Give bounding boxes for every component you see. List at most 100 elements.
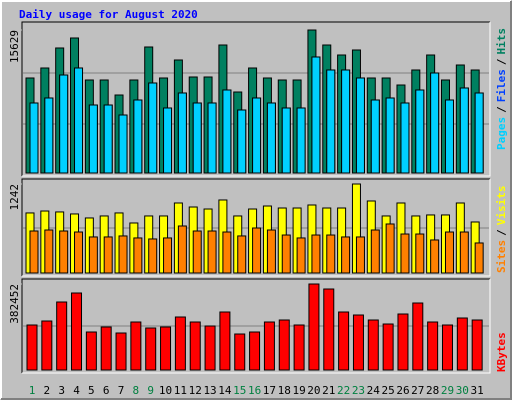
legend-entry: Pages bbox=[495, 117, 508, 150]
bar bbox=[444, 231, 454, 274]
x-tick-label: 19 bbox=[292, 384, 305, 397]
bar bbox=[370, 229, 380, 274]
bar bbox=[427, 321, 439, 371]
bar bbox=[207, 230, 217, 274]
bar bbox=[74, 67, 84, 174]
bar bbox=[430, 72, 440, 174]
bar bbox=[382, 323, 394, 371]
bar bbox=[59, 74, 69, 174]
bar bbox=[308, 283, 320, 371]
bar bbox=[430, 239, 440, 274]
legend-separator: / bbox=[495, 106, 508, 113]
bar bbox=[44, 229, 54, 274]
x-tick-label: 15 bbox=[233, 384, 246, 397]
bar bbox=[237, 109, 247, 174]
bar bbox=[400, 233, 410, 274]
bar bbox=[471, 319, 483, 371]
x-tick-label: 23 bbox=[352, 384, 365, 397]
x-tick-label: 8 bbox=[133, 384, 140, 397]
bar bbox=[326, 69, 336, 174]
bar bbox=[326, 234, 336, 274]
x-tick-label: 18 bbox=[278, 384, 291, 397]
bar bbox=[311, 56, 321, 174]
y-tick-label: 1242 bbox=[8, 184, 21, 211]
legend-entry: KBytes bbox=[495, 332, 508, 372]
bar bbox=[311, 234, 321, 274]
bar bbox=[88, 236, 98, 274]
bar bbox=[263, 321, 275, 371]
x-tick-label: 26 bbox=[396, 384, 409, 397]
bar bbox=[252, 227, 262, 274]
bar bbox=[189, 321, 201, 371]
bar bbox=[192, 102, 202, 174]
x-tick-label: 24 bbox=[367, 384, 381, 397]
bar bbox=[296, 107, 306, 174]
bar bbox=[441, 324, 453, 371]
x-tick-label: 22 bbox=[337, 384, 350, 397]
bar bbox=[222, 89, 232, 174]
bar bbox=[133, 237, 143, 274]
bar bbox=[323, 288, 335, 371]
bar bbox=[118, 114, 128, 174]
bar bbox=[44, 97, 54, 174]
bar bbox=[367, 319, 379, 371]
y-tick-label: 382452 bbox=[8, 284, 21, 324]
bar bbox=[355, 77, 365, 174]
legend: KBytes bbox=[495, 332, 508, 372]
bar bbox=[234, 333, 246, 371]
bar bbox=[160, 326, 172, 371]
legend-separator: / bbox=[495, 229, 508, 236]
bar bbox=[352, 314, 364, 371]
bar bbox=[266, 229, 276, 274]
bar bbox=[293, 324, 305, 371]
bar bbox=[100, 326, 112, 371]
bar bbox=[341, 236, 351, 274]
x-tick-label: 16 bbox=[248, 384, 261, 397]
panel-bevel bbox=[21, 178, 490, 276]
panel-bevel bbox=[22, 179, 491, 277]
x-tick-label: 10 bbox=[159, 384, 172, 397]
legend: Pages / Files / Hits bbox=[495, 28, 508, 150]
x-tick-label: 6 bbox=[103, 384, 110, 397]
bar bbox=[459, 231, 469, 274]
x-tick-label: 4 bbox=[73, 384, 80, 397]
bar bbox=[355, 236, 365, 274]
bar bbox=[385, 223, 395, 274]
x-tick-label: 13 bbox=[203, 384, 216, 397]
bar bbox=[74, 231, 84, 274]
x-tick-label: 31 bbox=[471, 384, 484, 397]
bar bbox=[145, 327, 157, 371]
x-tick-label: 14 bbox=[218, 384, 232, 397]
panel-bevel bbox=[21, 21, 490, 176]
x-tick-label: 3 bbox=[58, 384, 65, 397]
bar bbox=[219, 311, 231, 371]
bar bbox=[400, 102, 410, 174]
legend-entry: Files bbox=[495, 69, 508, 102]
bar bbox=[249, 331, 261, 371]
x-tick-label: 9 bbox=[147, 384, 154, 397]
x-tick-label: 29 bbox=[441, 384, 454, 397]
bar bbox=[177, 92, 187, 174]
bar bbox=[444, 99, 454, 174]
bar bbox=[456, 317, 468, 371]
bar bbox=[71, 292, 83, 371]
bar bbox=[341, 69, 351, 174]
bar bbox=[163, 107, 173, 174]
bar bbox=[59, 230, 69, 274]
bar bbox=[88, 104, 98, 174]
bar bbox=[296, 237, 306, 274]
x-tick-label: 12 bbox=[189, 384, 202, 397]
bar bbox=[85, 331, 97, 371]
chart-title: Daily usage for August 2020 bbox=[19, 8, 198, 21]
bar bbox=[26, 324, 38, 371]
bar bbox=[459, 87, 469, 174]
legend-entry: Hits bbox=[495, 28, 508, 55]
bar bbox=[115, 332, 127, 371]
bar bbox=[29, 230, 39, 274]
bar bbox=[385, 97, 395, 174]
bar bbox=[163, 237, 173, 274]
bar bbox=[204, 325, 216, 371]
bar bbox=[397, 313, 409, 371]
